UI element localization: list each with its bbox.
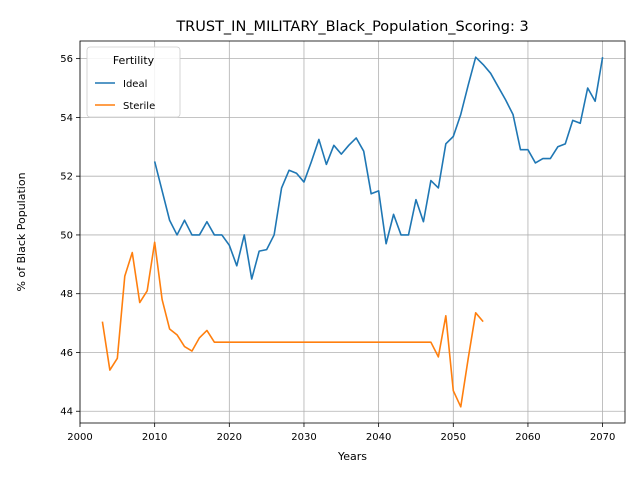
chart-title: TRUST_IN_MILITARY_Black_Population_Scori… [175,19,528,35]
x-axis-label: Years [337,450,367,463]
y-tick-label: 54 [60,113,73,124]
series-line-sterile [101,241,484,408]
x-tick-label: 2060 [515,432,540,443]
x-tick-label: 2030 [291,432,316,443]
legend-box [86,46,181,118]
legend-label-sterile: Sterile [123,101,155,112]
y-tick-label: 48 [60,289,73,300]
x-tick-label: 2010 [142,432,167,443]
y-tick-label: 56 [60,54,73,65]
y-axis-label: % of Black Population [15,172,28,291]
plot-area [79,40,626,424]
x-tick-label: 2040 [366,432,391,443]
y-tick-label: 50 [60,230,73,241]
legend-label-ideal: Ideal [123,79,147,90]
y-tick-label: 44 [60,407,73,418]
x-tick-label: 2000 [67,432,92,443]
x-tick-label: 2020 [217,432,242,443]
x-tick-label: 2070 [590,432,615,443]
legend-title: Fertility [113,54,155,67]
x-tick-label: 2050 [441,432,466,443]
legend: Fertility Ideal Sterile [86,46,181,118]
series-line-ideal [153,56,604,280]
y-tick-label: 46 [60,348,73,359]
y-tick-label: 52 [60,172,73,183]
